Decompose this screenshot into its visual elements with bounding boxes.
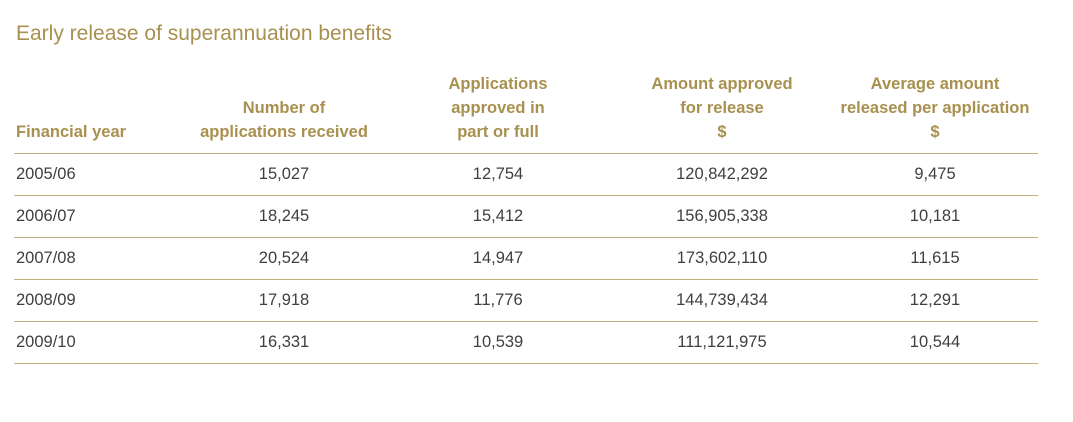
cell-amount-approved: 111,121,975: [612, 321, 832, 364]
header-line: for release: [680, 99, 764, 117]
cell-average-amount: 9,475: [832, 153, 1038, 196]
cell-applications-received: 15,027: [184, 153, 384, 196]
cell-financial-year: 2006/07: [14, 195, 184, 238]
cell-applications-approved: 15,412: [384, 195, 612, 238]
header-line: $: [930, 123, 940, 141]
header-line: $: [717, 123, 727, 141]
header-financial-year: Financial year: [14, 72, 184, 154]
header-line: Number of: [242, 99, 326, 117]
cell-applications-received: 20,524: [184, 237, 384, 280]
header-amount-approved: Amount approved for release $: [612, 72, 832, 154]
cell-amount-approved: 144,739,434: [612, 279, 832, 322]
header-applications-received: Number of applications received: [184, 72, 384, 154]
header-line: Amount approved: [651, 75, 793, 93]
header-line: Applications: [448, 75, 548, 93]
cell-average-amount: 12,291: [832, 279, 1038, 322]
header-line: applications received: [200, 123, 368, 141]
cell-amount-approved: 173,602,110: [612, 237, 832, 280]
cell-applications-received: 18,245: [184, 195, 384, 238]
cell-amount-approved: 120,842,292: [612, 153, 832, 196]
table-row: 2005/06 15,027 12,754 120,842,292 9,475: [14, 153, 1038, 196]
cell-applications-approved: 12,754: [384, 153, 612, 196]
cell-applications-approved: 10,539: [384, 321, 612, 364]
header-line: released per application: [840, 99, 1030, 117]
cell-applications-approved: 11,776: [384, 279, 612, 322]
cell-applications-received: 16,331: [184, 321, 384, 364]
header-applications-approved: Applications approved in part or full: [384, 72, 612, 154]
cell-average-amount: 10,181: [832, 195, 1038, 238]
header-line: Average amount: [870, 75, 1000, 93]
table-row: 2007/08 20,524 14,947 173,602,110 11,615: [14, 237, 1038, 280]
header-average-amount: Average amount released per application …: [832, 72, 1038, 154]
cell-applications-approved: 14,947: [384, 237, 612, 280]
header-line: part or full: [457, 123, 539, 141]
table-row: 2006/07 18,245 15,412 156,905,338 10,181: [14, 195, 1038, 238]
cell-financial-year: 2009/10: [14, 321, 184, 364]
cell-average-amount: 11,615: [832, 237, 1038, 280]
cell-applications-received: 17,918: [184, 279, 384, 322]
table-row: 2008/09 17,918 11,776 144,739,434 12,291: [14, 279, 1038, 322]
cell-financial-year: 2008/09: [14, 279, 184, 322]
cell-average-amount: 10,544: [832, 321, 1038, 364]
cell-financial-year: 2005/06: [14, 153, 184, 196]
benefits-table: Financial year Number of applications re…: [14, 72, 1038, 364]
table-row: 2009/10 16,331 10,539 111,121,975 10,544: [14, 321, 1038, 364]
header-row: Financial year Number of applications re…: [14, 72, 1038, 154]
cell-amount-approved: 156,905,338: [612, 195, 832, 238]
header-line: approved in: [451, 99, 545, 117]
cell-financial-year: 2007/08: [14, 237, 184, 280]
page-title: Early release of superannuation benefits: [16, 22, 392, 45]
header-line: Financial year: [16, 123, 127, 141]
